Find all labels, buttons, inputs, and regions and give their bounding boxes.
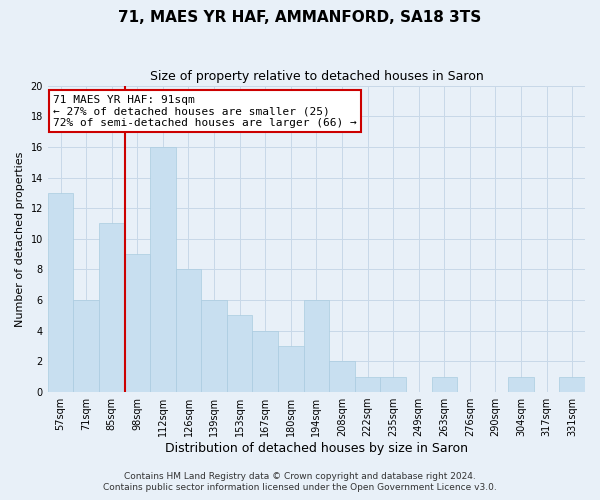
Bar xyxy=(73,300,99,392)
Bar xyxy=(176,270,201,392)
Bar xyxy=(150,147,176,392)
Text: 71 MAES YR HAF: 91sqm
← 27% of detached houses are smaller (25)
72% of semi-deta: 71 MAES YR HAF: 91sqm ← 27% of detached … xyxy=(53,95,357,128)
Bar xyxy=(48,193,73,392)
Bar xyxy=(227,316,253,392)
Bar xyxy=(278,346,304,392)
Bar xyxy=(559,377,585,392)
Bar xyxy=(329,362,355,392)
Bar xyxy=(508,377,534,392)
Bar xyxy=(355,377,380,392)
Bar xyxy=(431,377,457,392)
Bar xyxy=(201,300,227,392)
X-axis label: Distribution of detached houses by size in Saron: Distribution of detached houses by size … xyxy=(165,442,468,455)
Bar xyxy=(253,331,278,392)
Bar xyxy=(125,254,150,392)
Bar xyxy=(380,377,406,392)
Text: 71, MAES YR HAF, AMMANFORD, SA18 3TS: 71, MAES YR HAF, AMMANFORD, SA18 3TS xyxy=(118,10,482,25)
Bar xyxy=(304,300,329,392)
Title: Size of property relative to detached houses in Saron: Size of property relative to detached ho… xyxy=(149,70,483,83)
Text: Contains HM Land Registry data © Crown copyright and database right 2024.
Contai: Contains HM Land Registry data © Crown c… xyxy=(103,472,497,492)
Bar xyxy=(99,224,125,392)
Y-axis label: Number of detached properties: Number of detached properties xyxy=(15,151,25,326)
